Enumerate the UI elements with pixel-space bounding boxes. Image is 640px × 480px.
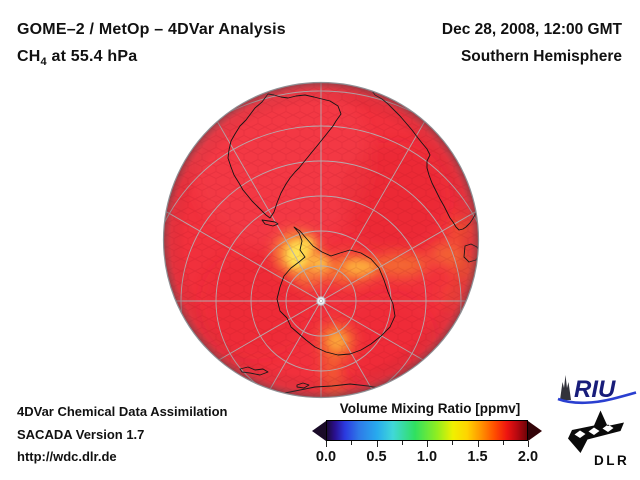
pressure-level-label: at 55.4 hPa (46, 48, 138, 65)
version-label: SACADA Version 1.7 (17, 426, 145, 442)
colorbar-right-arrow-icon (528, 420, 542, 441)
assimilation-credit: 4DVar Chemical Data Assimilation (17, 404, 228, 419)
globe-limb (163, 82, 479, 398)
credits: 4DVar Chemical Data Assimilation SACADA … (17, 401, 228, 469)
riu-swoosh (557, 391, 637, 405)
colorbar-ticks (326, 441, 529, 447)
colorbar-tick-label: 0.5 (366, 449, 387, 465)
dlr-emblem-icon (568, 410, 624, 453)
colorbar: Volume Mixing Ratio [ppmv] 0.0 0.5 1.0 1… (312, 401, 548, 467)
species-symbol: CH (17, 48, 41, 65)
dlr-logo: DLR (568, 410, 629, 468)
datetime-label: Dec 28, 2008, 12:00 GMT (441, 21, 622, 38)
riu-logo: RIU (557, 375, 637, 405)
globe-rim (162, 81, 480, 399)
hemisphere-label: Southern Hemisphere (460, 48, 622, 65)
globe-map (162, 81, 480, 399)
header-right: Dec 28, 2008, 12:00 GMT Southern Hemisph… (442, 16, 622, 70)
colorbar-tick-labels: 0.0 0.5 1.0 1.5 2.0 (316, 449, 538, 467)
colorbar-title: Volume Mixing Ratio [ppmv] (339, 401, 521, 416)
colorbar-left-arrow-icon (312, 420, 326, 441)
header-left: GOME–2 / MetOp – 4DVar Analysis CH4 at 5… (17, 16, 286, 76)
colorbar-tick-label: 2.0 (517, 449, 539, 465)
species-level-line: CH4 at 55.4 hPa (17, 43, 286, 76)
colorbar-tick-label: 1.0 (416, 449, 438, 465)
dlr-wordmark: DLR (594, 453, 629, 468)
species-subscript: 4 (40, 56, 47, 69)
colorbar-tick-label: 1.5 (467, 449, 488, 465)
colorbar-bar (312, 420, 548, 441)
colorbar-tick-label: 0.0 (315, 449, 337, 465)
cathedral-icon (560, 375, 571, 400)
analysis-title: GOME–2 / MetOp – 4DVar Analysis (17, 21, 286, 38)
wdc-url: http://wdc.dlr.de (17, 449, 117, 464)
colorbar-gradient (326, 420, 528, 441)
